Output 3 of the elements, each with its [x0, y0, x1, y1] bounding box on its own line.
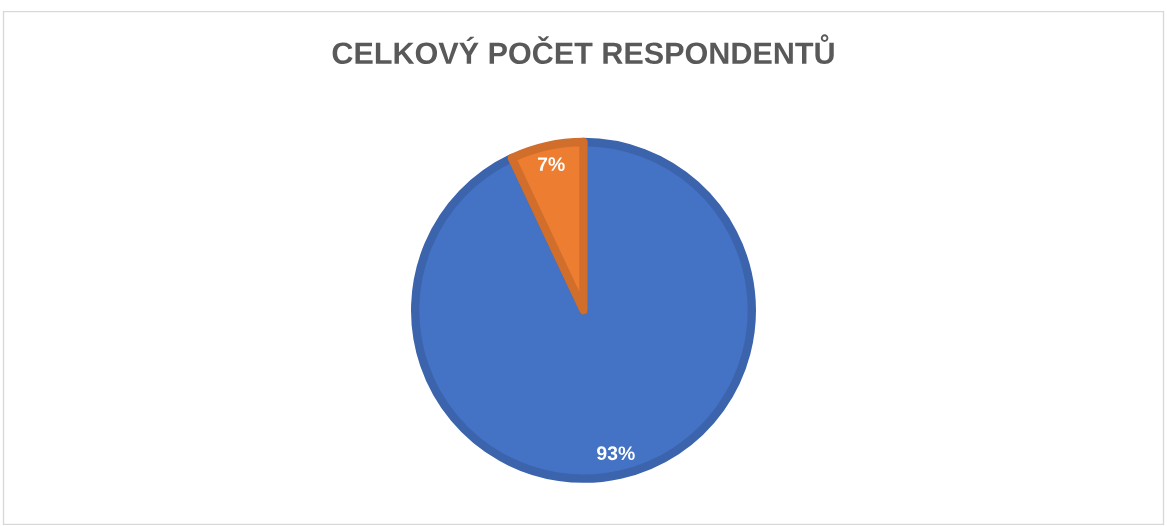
chart-title: CELKOVÝ POČET RESPONDENTŮ	[332, 34, 834, 65]
data-label: 7%	[537, 157, 565, 171]
data-label: 93%	[597, 446, 635, 461]
